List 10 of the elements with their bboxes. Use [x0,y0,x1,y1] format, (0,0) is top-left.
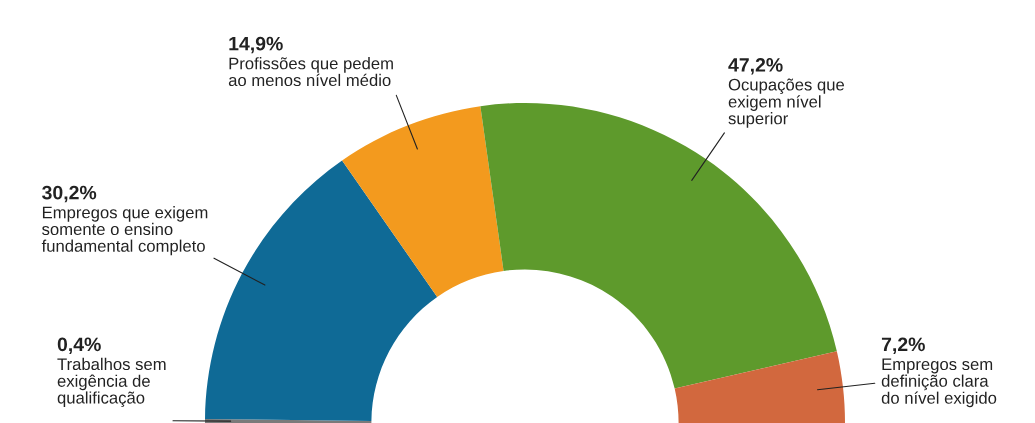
slice-label: Empregos sem definição clara do nível exigido [881,358,997,408]
slice-label: Empregos que exigem somente o ensino fundamental completo [41,206,208,256]
data-label: 47,2% [728,58,783,75]
data-label: 30,2% [42,185,97,203]
data-label: 7,2% [881,337,925,355]
slice-label: Ocupações que exigem nível superior [728,78,845,128]
data-label: 0,4% [57,337,101,355]
data-label: 14,9% [229,36,283,54]
slice-label: Profissões que pedem ao menos nível médio [228,57,393,87]
slice-label: Trabalhos sem exigência de qualificação [57,357,166,407]
